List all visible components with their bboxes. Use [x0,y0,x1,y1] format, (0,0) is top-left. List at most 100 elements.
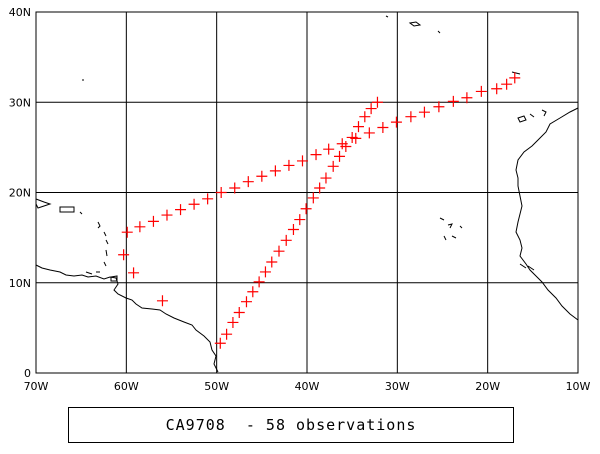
caption-separator: - [245,416,256,434]
observation-marker [287,224,299,236]
observation-marker [175,204,187,216]
observation-marker [256,170,268,182]
map-grid [35,11,579,374]
observation-marker [371,96,383,108]
observation-marker [134,221,146,233]
observation-marker [447,95,459,107]
observation-marker [323,143,335,155]
canary-island [517,115,527,123]
observation-marker [273,245,285,257]
observation-marker [280,234,292,246]
observation-marker [346,131,358,143]
observation-marker [418,106,430,118]
south-america-coastline [35,264,219,373]
longitude-tick-label: 20W [475,380,500,393]
observation-marker [320,172,332,184]
observation-marker [227,316,239,328]
observation-marker [269,165,281,177]
observation-marker [188,198,200,210]
observation-marker [363,127,375,139]
observation-marker [215,187,227,198]
observation-marker [433,101,445,113]
observation-marker [118,249,130,261]
coastlines [35,15,579,373]
observation-marker [475,85,487,97]
observation-marker [296,155,308,167]
latitude-tick-label: 0 [24,367,31,380]
latitude-tick-label: 30N [9,96,31,109]
trinidad-island [110,275,118,282]
observation-marker [294,214,306,226]
cape-verde-island [459,225,463,229]
latitude-tick-label: 10N [9,277,31,290]
azores-island [408,21,422,27]
observation-marker [259,266,271,278]
canary-island [529,113,535,118]
observation-marker [221,328,233,340]
africa-coastline [515,107,579,321]
longitude-tick-label: 30W [385,380,410,393]
cape-verde-island [451,235,457,239]
lesser-antilles-island [105,239,109,245]
observation-marker [509,72,521,84]
venezuela-islands [85,271,100,275]
observation-marker [147,215,159,227]
observation-marker [214,337,226,349]
observation-marker [233,307,245,319]
observation-marker [240,296,252,308]
canary-island [541,109,547,117]
observation-marker [334,150,346,162]
lesser-antilles-island [103,231,107,237]
longitude-tick-label: 70W [24,380,49,393]
observation-marker [352,121,364,133]
lesser-antilles-island [103,261,107,267]
africa-coastline-detail [519,263,535,271]
observation-marker [405,111,417,123]
observation-marker [359,111,371,123]
caption-gap [256,416,266,434]
azores-island [385,15,389,18]
observation-marker [247,286,259,298]
observation-marker [229,182,241,194]
observation-marker [314,182,326,194]
longitude-tick-label: 40W [295,380,320,393]
longitude-tick-label: 10W [566,380,591,393]
observation-marker [365,103,377,115]
axis-tick-labels: 70W 60W 50W 40W 30W 20W 10W 40N 30N 20N 10N 0 [9,6,591,393]
hispaniola-coast [35,198,52,209]
cape-verde-island [439,217,445,221]
azores-island [437,30,441,34]
observation-markers [118,72,521,349]
observation-marker [501,78,513,90]
observation-marker [242,176,254,188]
observation-marker [461,92,473,104]
lesser-antilles-island [79,211,83,215]
observation-marker [266,256,278,268]
observation-marker [121,226,133,238]
observation-marker [156,295,168,307]
latitude-tick-label: 20N [9,187,31,200]
observation-marker [340,140,352,152]
observation-marker [307,192,319,204]
observation-marker [253,276,265,288]
puerto-rico-island [59,206,75,213]
latitude-tick-label: 40N [9,6,31,19]
caption-count: 58 observations [265,416,417,434]
lesser-antilles-island [97,221,101,229]
observation-marker [310,149,322,161]
observation-marker [202,193,214,205]
observation-marker [390,116,402,128]
observation-marker [128,267,140,279]
observation-marker [327,160,339,172]
cape-verde-island [443,235,447,241]
longitude-tick-label: 60W [114,380,139,393]
madeira-island [511,71,521,75]
observation-marker [377,122,389,134]
observation-marker [283,159,295,171]
observation-marker [300,203,312,215]
observation-marker [491,83,503,95]
cape-verde-island [447,223,453,229]
caption-box: CA9708 - 58 observations [68,407,514,443]
observation-marker [161,209,173,221]
